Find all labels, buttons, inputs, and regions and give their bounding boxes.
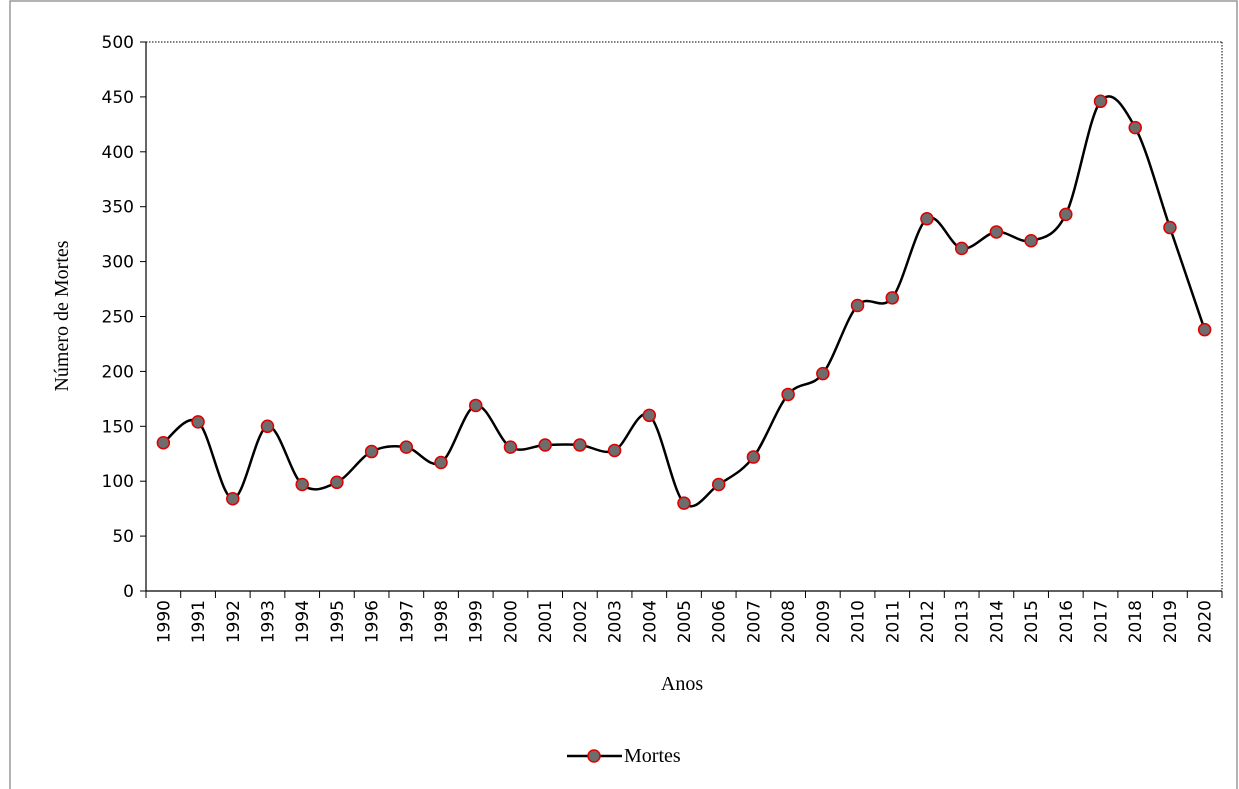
data-point: [1093, 94, 1108, 109]
data-point: [434, 455, 448, 470]
data-point: [503, 440, 518, 454]
x-tick-label: 2018: [1126, 600, 1146, 643]
y-tick-label: 300: [102, 253, 134, 273]
x-tick-label: 2000: [501, 600, 521, 643]
x-axis-title: Anos: [661, 673, 703, 695]
legend-marker: [587, 749, 601, 763]
data-point: [1197, 322, 1212, 337]
y-tick-label: 200: [102, 362, 134, 382]
x-tick-label: 1990: [154, 600, 174, 643]
data-point: [781, 387, 795, 402]
data-point: [1128, 120, 1142, 135]
x-tick-label: 2008: [779, 600, 799, 643]
data-point: [954, 241, 969, 256]
data-point: [295, 477, 309, 492]
data-point: [260, 419, 275, 434]
data-point: [191, 415, 205, 429]
y-tick-label: 400: [102, 143, 134, 163]
x-tick-label: 2003: [606, 600, 626, 643]
data-point: [607, 443, 622, 458]
data-point: [538, 438, 552, 452]
x-tick-label: 1991: [189, 600, 209, 643]
data-point: [156, 436, 171, 450]
data-point: [711, 477, 726, 492]
data-point: [816, 366, 830, 381]
chart-frame: [9, 0, 1238, 789]
data-point: [746, 450, 761, 464]
x-tick-label: 1997: [397, 600, 417, 643]
data-point: [1163, 220, 1177, 235]
x-tick-label: 1995: [328, 600, 348, 643]
data-point: [677, 496, 691, 510]
x-tick-label: 1999: [467, 600, 487, 643]
data-point: [226, 492, 240, 506]
x-tick-label: 2020: [1196, 600, 1216, 643]
data-point: [850, 298, 865, 313]
x-tick-label: 2009: [814, 600, 834, 643]
y-tick-label: 150: [102, 417, 134, 437]
x-tick-label: 2012: [918, 600, 938, 643]
x-tick-label: 2006: [710, 600, 730, 643]
y-tick-label: 100: [102, 472, 134, 492]
x-tick-label: 2017: [1092, 600, 1112, 643]
y-tick-label: 350: [102, 198, 134, 218]
y-tick-label: 250: [102, 308, 134, 328]
data-point: [642, 408, 657, 423]
data-point: [330, 475, 344, 490]
data-point: [989, 225, 1004, 239]
data-point: [1024, 233, 1038, 248]
x-tick-label: 2005: [675, 600, 695, 643]
x-tick-label: 2013: [953, 600, 973, 643]
x-tick-label: 2010: [849, 600, 869, 643]
data-point: [573, 438, 587, 452]
x-tick-label: 2019: [1161, 600, 1181, 643]
x-tick-label: 2001: [536, 600, 556, 643]
x-tick-label: 2002: [571, 600, 591, 643]
x-tick-label: 1994: [293, 600, 313, 643]
data-point: [1059, 207, 1073, 222]
x-tick-label: 1998: [432, 600, 452, 643]
x-tick-label: 1993: [258, 600, 278, 643]
x-tick-label: 1996: [363, 600, 383, 643]
x-tick-label: 2015: [1022, 600, 1042, 643]
legend-label: Mortes: [624, 745, 681, 767]
y-tick-label: 500: [102, 33, 134, 53]
x-tick-label: 2014: [987, 600, 1007, 643]
x-tick-label: 2016: [1057, 600, 1077, 643]
y-tick-label: 50: [112, 527, 134, 547]
x-tick-label: 2011: [883, 600, 903, 643]
y-tick-label: 0: [123, 582, 134, 602]
data-point: [468, 398, 483, 413]
data-point: [364, 444, 379, 459]
x-tick-label: 2004: [640, 600, 660, 643]
y-axis-title: Número de Mortes: [51, 240, 73, 391]
data-point: [399, 440, 414, 454]
x-tick-label: 1992: [224, 600, 244, 643]
y-tick-label: 450: [102, 88, 134, 108]
data-point: [885, 291, 900, 305]
x-tick-label: 2007: [744, 600, 764, 643]
data-point: [920, 212, 934, 226]
